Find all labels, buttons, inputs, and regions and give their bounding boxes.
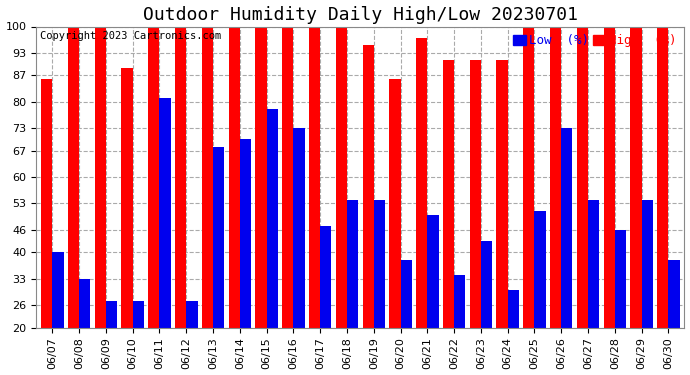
Bar — [470, 60, 481, 328]
Bar — [535, 211, 546, 328]
Bar — [443, 60, 454, 328]
Bar — [374, 200, 385, 328]
Bar — [228, 27, 240, 328]
Bar — [550, 27, 561, 328]
Bar — [657, 27, 669, 328]
Bar — [266, 110, 278, 328]
Bar — [213, 147, 224, 328]
Bar — [523, 27, 535, 328]
Bar — [588, 200, 600, 328]
Bar — [41, 79, 52, 328]
Bar — [175, 27, 186, 328]
Bar — [201, 27, 213, 328]
Bar — [255, 27, 266, 328]
Bar — [148, 27, 159, 328]
Bar — [186, 302, 197, 328]
Bar — [121, 68, 132, 328]
Bar — [347, 200, 358, 328]
Text: Copyright 2023 Cartronics.com: Copyright 2023 Cartronics.com — [39, 31, 221, 41]
Bar — [631, 27, 642, 328]
Bar — [320, 226, 331, 328]
Bar — [362, 45, 374, 328]
Bar — [282, 27, 293, 328]
Bar — [159, 98, 170, 328]
Bar — [481, 241, 492, 328]
Bar — [615, 230, 626, 328]
Bar — [95, 27, 106, 328]
Bar — [79, 279, 90, 328]
Bar — [293, 128, 305, 328]
Legend: Low  (%), High  (%): Low (%), High (%) — [512, 33, 678, 48]
Bar — [309, 27, 320, 328]
Bar — [669, 260, 680, 328]
Bar — [336, 27, 347, 328]
Bar — [454, 275, 465, 328]
Bar — [389, 79, 400, 328]
Bar — [561, 128, 573, 328]
Bar — [642, 200, 653, 328]
Bar — [427, 215, 439, 328]
Bar — [240, 140, 251, 328]
Bar — [52, 252, 63, 328]
Bar — [577, 27, 588, 328]
Bar — [508, 290, 519, 328]
Bar — [416, 38, 427, 328]
Bar — [132, 302, 144, 328]
Title: Outdoor Humidity Daily High/Low 20230701: Outdoor Humidity Daily High/Low 20230701 — [143, 6, 578, 24]
Bar — [604, 27, 615, 328]
Bar — [400, 260, 412, 328]
Bar — [496, 60, 508, 328]
Bar — [106, 302, 117, 328]
Bar — [68, 27, 79, 328]
